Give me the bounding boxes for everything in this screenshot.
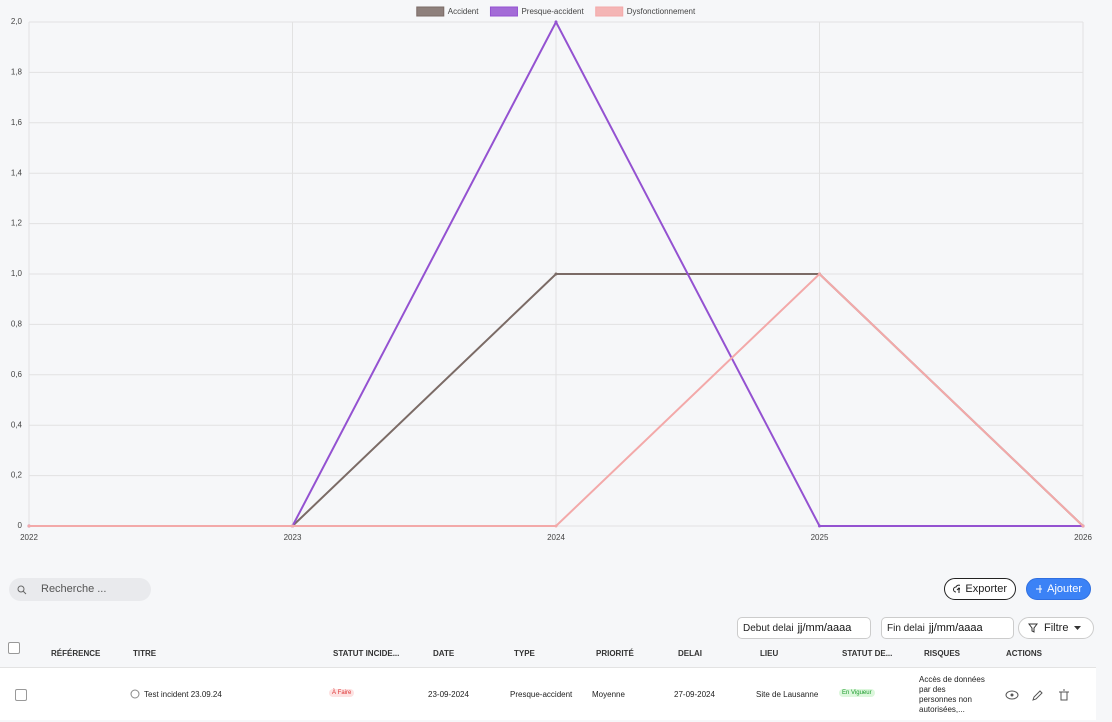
action-icons bbox=[1005, 689, 1069, 701]
column-header[interactable]: TYPE bbox=[514, 649, 535, 658]
legend-label: Dysfonctionnement bbox=[627, 7, 696, 16]
export-label: Exporter bbox=[965, 583, 1007, 595]
start-date[interactable]: Debut delai jj/mm/aaaa bbox=[737, 617, 871, 639]
caret bbox=[1074, 625, 1082, 630]
end-label: Fin delai bbox=[887, 622, 925, 634]
plus-icon bbox=[1036, 585, 1043, 593]
add-button[interactable]: Ajouter bbox=[1026, 578, 1091, 600]
filter-label: Filtre bbox=[1044, 622, 1069, 634]
point bbox=[818, 272, 821, 276]
chart: 0 0,2 0,4 0,6 0,8 1,0 1,2 1,4 1,6 1,8 2,0 2022 2023 2… bbox=[11, 6, 1092, 542]
view-icon[interactable] bbox=[1005, 690, 1019, 700]
filter-icon bbox=[1028, 623, 1038, 633]
column-header[interactable]: RISQUES bbox=[924, 649, 961, 658]
y-tick-label: 2,0 bbox=[11, 17, 23, 26]
column-header[interactable]: TITRE bbox=[133, 649, 157, 658]
point bbox=[818, 524, 821, 528]
point bbox=[27, 524, 31, 528]
x-tick-label: 2023 bbox=[284, 533, 302, 542]
cloud-icon bbox=[953, 584, 961, 593]
row-checkbox[interactable] bbox=[15, 689, 27, 701]
date-placeholder: jj/mm/aaaa bbox=[928, 622, 983, 634]
search-box[interactable]: Recherche ... bbox=[9, 578, 151, 601]
deadline: 27-09-2024 bbox=[674, 690, 715, 699]
status-badge: À Faire bbox=[329, 689, 355, 697]
filter-button[interactable]: Filtre bbox=[1018, 617, 1094, 639]
search-placeholder: Recherche ... bbox=[41, 583, 107, 595]
export-button[interactable]: Exporter bbox=[944, 578, 1016, 600]
column-header[interactable]: STATUT INCIDE... bbox=[333, 649, 400, 658]
place: Site de Lausanne bbox=[756, 690, 819, 699]
column-header[interactable]: ACTIONS bbox=[1006, 649, 1042, 658]
column-header[interactable]: DATE bbox=[433, 649, 455, 658]
select-all[interactable] bbox=[8, 642, 20, 654]
edit-icon[interactable] bbox=[1032, 690, 1043, 701]
y-tick-label: 0,4 bbox=[11, 420, 23, 429]
title: Test incident 23.09.24 bbox=[144, 690, 222, 699]
y-tick-label: 0,6 bbox=[11, 370, 23, 379]
column-header[interactable]: DELAI bbox=[678, 649, 702, 658]
state-badge: En Vigueur bbox=[839, 689, 875, 697]
column-header[interactable]: STATUT DE... bbox=[842, 649, 893, 658]
legend-swatch bbox=[489, 6, 518, 17]
risks: Accès de données par des personnes non a… bbox=[919, 675, 985, 714]
date-placeholder: jj/mm/aaaa bbox=[797, 622, 852, 634]
x-tick-label: 2022 bbox=[20, 533, 38, 542]
x-tick-label: 2024 bbox=[547, 533, 565, 542]
legend-swatch bbox=[416, 6, 445, 17]
priority: Moyenne bbox=[592, 690, 625, 699]
column-header[interactable]: RÉFÉRENCE bbox=[51, 649, 101, 658]
incident-icon bbox=[130, 689, 140, 699]
start-label: Debut delai bbox=[743, 622, 794, 634]
type: Presque-accident bbox=[510, 690, 573, 699]
y-tick-label: 1,8 bbox=[11, 68, 23, 77]
column-header[interactable]: LIEU bbox=[760, 649, 779, 658]
search-icon bbox=[17, 585, 27, 595]
point bbox=[554, 20, 558, 24]
date: 23-09-2024 bbox=[428, 690, 469, 699]
legend-swatch bbox=[595, 6, 624, 17]
point bbox=[291, 524, 294, 528]
delete-icon[interactable] bbox=[1059, 689, 1069, 701]
y-tick-label: 0,2 bbox=[11, 471, 23, 480]
x-tick-label: 2026 bbox=[1074, 533, 1092, 542]
end-date[interactable]: Fin delai jj/mm/aaaa bbox=[881, 617, 1014, 639]
column-header[interactable]: PRIORITÉ bbox=[596, 649, 634, 658]
add-label: Ajouter bbox=[1047, 583, 1082, 595]
y-tick-label: 0 bbox=[18, 521, 23, 530]
y-tick-label: 1,2 bbox=[11, 219, 23, 228]
point bbox=[554, 272, 558, 276]
legend-label: Presque-accident bbox=[521, 7, 584, 16]
y-tick-label: 1,0 bbox=[11, 269, 23, 278]
point bbox=[1081, 524, 1085, 528]
legend-label: Accident bbox=[448, 7, 479, 16]
y-tick-label: 0,8 bbox=[11, 320, 23, 329]
table-row: Test incident 23.09.24 À Faire 23-09-202… bbox=[0, 667, 1096, 720]
x-tick-label: 2025 bbox=[811, 533, 829, 542]
y-tick-label: 1,4 bbox=[11, 168, 23, 177]
y-tick-label: 1,6 bbox=[11, 118, 23, 127]
point bbox=[554, 524, 558, 528]
